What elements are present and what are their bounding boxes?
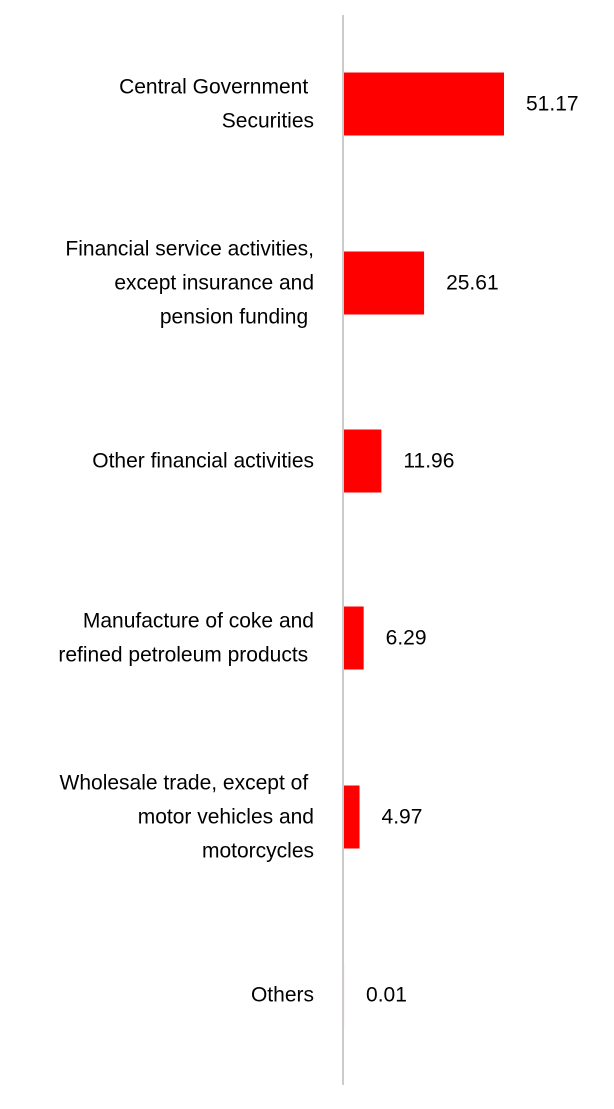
bar <box>344 606 364 670</box>
category-label: Others <box>251 984 314 1007</box>
value-label: 4.97 <box>382 806 423 829</box>
category-labels-group: Central Government Securities Financial s… <box>58 76 314 1007</box>
bar <box>344 785 360 849</box>
value-label: 0.01 <box>366 984 407 1007</box>
value-label: 51.17 <box>526 93 579 116</box>
category-label: Manufacture of coke and <box>83 610 314 633</box>
category-label: Other financial activities <box>92 450 314 473</box>
category-label: motor vehicles and <box>138 806 314 829</box>
category-label: Wholesale trade, except of <box>60 772 314 795</box>
bar <box>344 72 504 136</box>
bars-group <box>344 72 504 1027</box>
value-label: 25.61 <box>446 272 499 295</box>
value-labels-group: 51.17 25.61 11.96 6.29 4.97 0.01 <box>366 93 579 1007</box>
category-label: Securities <box>222 110 314 133</box>
category-label: refined petroleum products <box>58 644 314 667</box>
category-label: except insurance and <box>114 272 314 295</box>
category-label: motorcycles <box>202 840 314 863</box>
category-label: Central Government <box>119 76 314 99</box>
bar <box>344 429 382 493</box>
value-label: 11.96 <box>403 450 454 473</box>
bar <box>344 251 425 315</box>
value-label: 6.29 <box>386 627 427 650</box>
category-label: pension funding <box>160 306 314 329</box>
category-label: Financial service activities, <box>65 238 314 261</box>
